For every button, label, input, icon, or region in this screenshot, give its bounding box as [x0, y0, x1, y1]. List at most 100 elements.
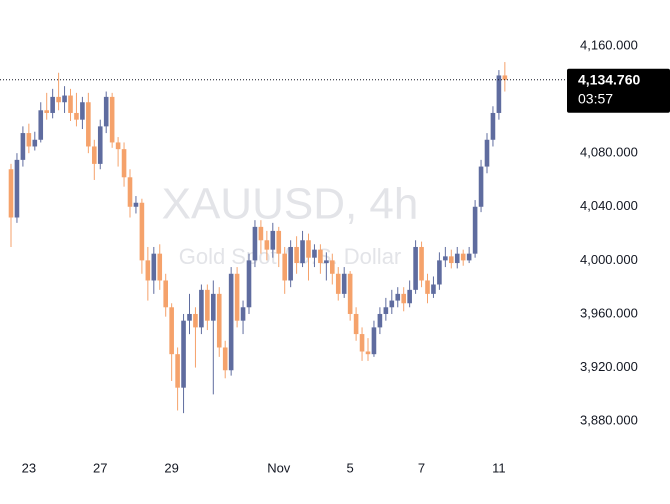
watermark: XAUUSD, 4h — [162, 180, 419, 229]
candle-body — [133, 202, 139, 207]
y-tick-label: 4,160.000 — [580, 37, 638, 52]
candle-body — [86, 102, 91, 147]
candle-body — [145, 260, 151, 281]
candle-body — [258, 226, 264, 241]
candle-body — [300, 240, 305, 264]
candle-body — [181, 320, 186, 388]
candle-body — [246, 260, 252, 308]
candle-body — [115, 142, 121, 150]
candle-body — [306, 240, 311, 258]
candle-body — [401, 293, 406, 304]
candle-body — [127, 177, 133, 207]
candle-body — [121, 149, 127, 178]
candle-body — [32, 139, 38, 147]
x-tick-label: Nov — [267, 460, 291, 475]
candle-body — [371, 327, 377, 355]
candle-body — [294, 246, 299, 264]
x-tick-label: 29 — [164, 460, 178, 475]
candle-body — [151, 253, 157, 281]
candle-body — [270, 230, 276, 250]
candle-body — [228, 273, 234, 371]
candle-body — [377, 313, 383, 328]
y-tick-label: 4,040.000 — [580, 198, 638, 213]
countdown: 03:57 — [578, 90, 613, 106]
candle-body — [276, 230, 282, 254]
candle-body — [318, 249, 323, 264]
candle-body — [175, 354, 180, 388]
candle-body — [335, 273, 341, 294]
candle-body — [234, 273, 240, 321]
candle-body — [484, 139, 490, 167]
candle-body — [187, 313, 192, 321]
candle-body — [74, 112, 79, 120]
candle-body — [324, 260, 329, 264]
candle-body — [419, 246, 424, 281]
candle-body — [50, 96, 55, 113]
x-tick-label: 7 — [418, 460, 425, 475]
candle-body — [395, 293, 401, 301]
candle-body — [407, 289, 412, 304]
candle-body — [449, 256, 454, 264]
y-tick-label: 3,880.000 — [580, 413, 638, 428]
candle-body — [199, 289, 204, 328]
candle-body — [496, 75, 502, 113]
candle-body — [478, 166, 484, 207]
candle-body — [80, 102, 85, 120]
candle-body — [359, 334, 365, 352]
candle-body — [240, 307, 246, 321]
candle-body — [502, 75, 508, 80]
candle-body — [44, 110, 49, 113]
y-tick-label: 3,960.000 — [580, 305, 638, 320]
x-tick-label: 11 — [492, 460, 506, 475]
candle-body — [365, 351, 371, 355]
candle-body — [193, 313, 198, 328]
candle-body — [169, 307, 174, 355]
candle-body — [431, 284, 436, 294]
candle-body — [103, 96, 109, 127]
candle-body — [205, 289, 210, 321]
candle-body — [68, 95, 73, 113]
candle-body — [20, 133, 26, 160]
candle-body — [288, 246, 293, 281]
last-price-label: 4,134.760 — [578, 71, 640, 87]
candle-body — [490, 112, 496, 140]
candle-body — [157, 253, 163, 281]
candle-body — [330, 260, 335, 274]
candle-body — [347, 273, 353, 314]
candle-body — [38, 110, 44, 140]
candle-body — [216, 293, 222, 348]
candle-body — [466, 253, 472, 261]
candle-body — [139, 202, 145, 261]
y-tick-label: 4,000.000 — [580, 252, 638, 267]
y-tick-label: 3,920.000 — [580, 359, 638, 374]
candle-body — [62, 95, 67, 103]
y-tick-label: 4,080.000 — [580, 145, 638, 160]
candle-body — [443, 256, 448, 261]
candle-body — [222, 347, 228, 371]
candle-body — [413, 246, 418, 290]
candle-body — [460, 253, 466, 261]
x-tick-label: 27 — [93, 460, 107, 475]
candle-body — [97, 126, 103, 164]
candle-body — [8, 169, 14, 218]
candle-body — [211, 293, 216, 321]
candle-body — [14, 159, 20, 218]
candle-body — [353, 313, 359, 335]
x-tick-label: 5 — [347, 460, 354, 475]
x-tick-label: 23 — [22, 460, 36, 475]
candle-body — [437, 260, 442, 285]
candle-body — [252, 226, 258, 261]
candle-body — [92, 146, 97, 164]
candle-body — [264, 240, 270, 250]
candle-body — [26, 133, 32, 147]
candle-body — [109, 96, 115, 143]
candle-body — [56, 96, 61, 103]
candle-body — [282, 253, 287, 281]
candle-body — [383, 307, 389, 314]
last-price-box — [567, 68, 670, 113]
candle-body — [425, 280, 430, 294]
candle-body — [312, 249, 317, 258]
candle-body — [389, 300, 395, 308]
candle-body — [163, 280, 168, 308]
